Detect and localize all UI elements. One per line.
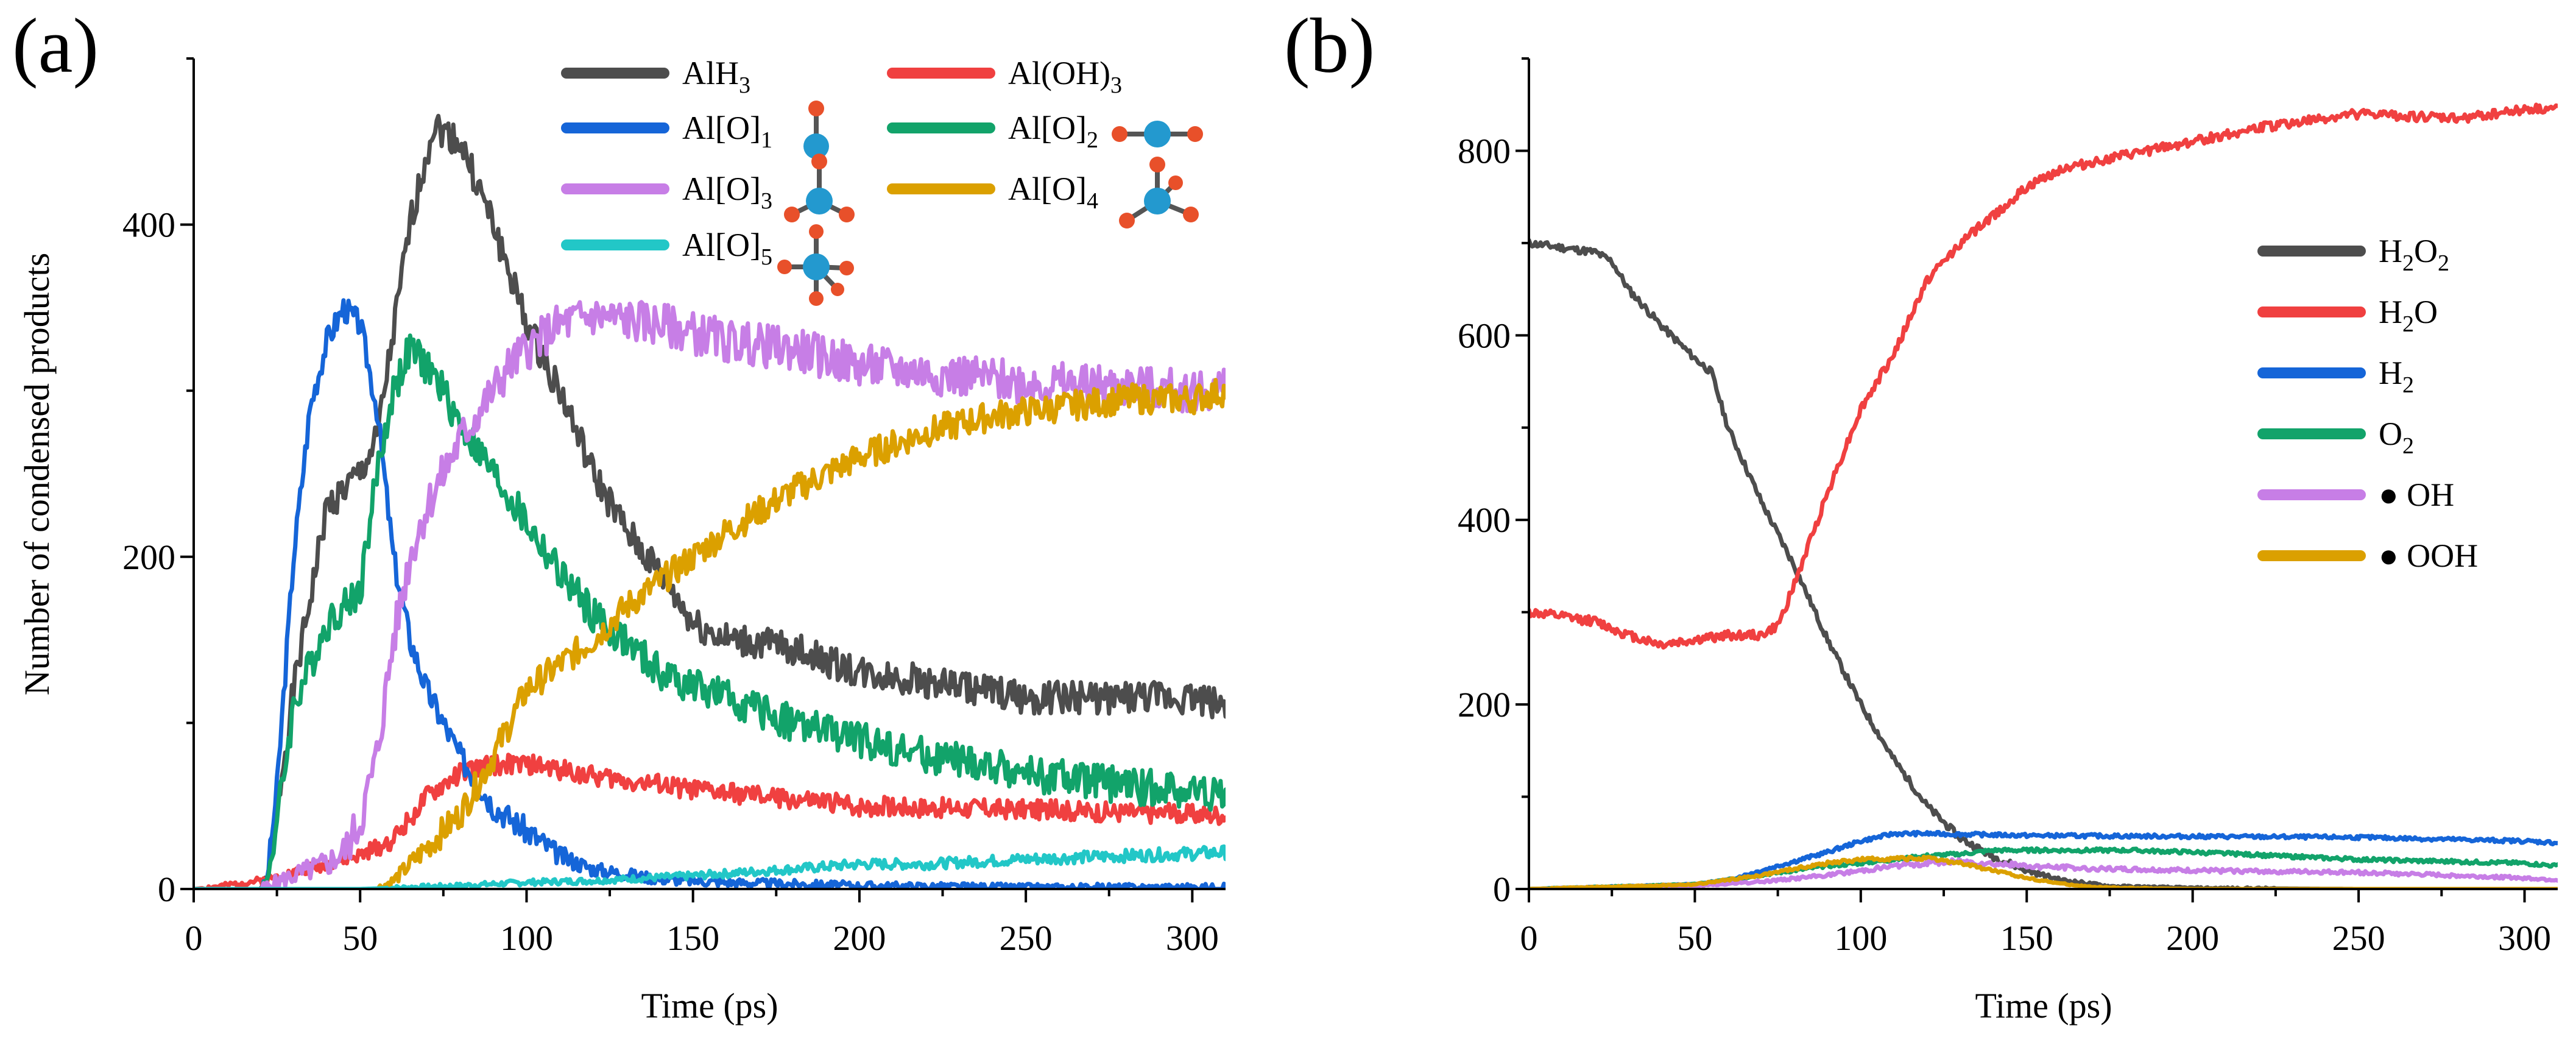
panel-b-x-ticks: 0 50 100 150 200 250 300 bbox=[1520, 889, 2551, 958]
panel-a-label: (a) bbox=[12, 2, 99, 89]
legend-label: ● OH bbox=[2379, 476, 2454, 513]
panel-b-series bbox=[1529, 102, 2558, 889]
panel-a-series-line bbox=[194, 300, 1226, 889]
x-tick-label: 150 bbox=[666, 918, 719, 958]
legend-label: O2 bbox=[2379, 416, 2414, 459]
panel-a-x-label: Time (ps) bbox=[641, 986, 778, 1026]
x-tick-label: 150 bbox=[2000, 918, 2053, 958]
molecule-al-o2-icon bbox=[1112, 121, 1203, 147]
x-tick-label: 250 bbox=[2332, 918, 2385, 958]
legend-label: AlH3 bbox=[682, 55, 750, 98]
panel-a: (a) 0 50 100 150 200 250 300 0 200 400 Time (ps)… bbox=[12, 2, 1226, 1026]
legend-label: ● OOH bbox=[2379, 537, 2478, 574]
panel-b-label: (b) bbox=[1284, 2, 1375, 89]
legend-item: Al(OH)3 bbox=[887, 55, 1122, 98]
panel-b-series-line bbox=[1529, 238, 2558, 889]
legend-item: Al[O]4 bbox=[887, 171, 1098, 214]
x-tick-label: 0 bbox=[1520, 918, 1538, 958]
legend-item: ● OH bbox=[2257, 476, 2454, 513]
molecule-al-o1-icon bbox=[803, 101, 829, 159]
legend-label: H2O2 bbox=[2379, 233, 2449, 276]
legend-label: Al(OH)3 bbox=[1008, 55, 1122, 98]
x-tick-label: 100 bbox=[500, 918, 553, 958]
panel-b-x-label: Time (ps) bbox=[1975, 986, 2112, 1026]
panel-a-y-label: Number of condensed products bbox=[17, 253, 57, 695]
x-tick-label: 300 bbox=[2498, 918, 2551, 958]
legend-item: AlH3 bbox=[561, 55, 750, 98]
panel-a-series-line bbox=[194, 298, 1226, 889]
y-tick-label: 200 bbox=[122, 537, 175, 577]
legend-item: H2 bbox=[2257, 355, 2414, 398]
legend-item: H2O bbox=[2257, 294, 2438, 337]
panel-a-x-ticks: 0 50 100 150 200 250 300 bbox=[185, 889, 1219, 958]
panel-a-series-line bbox=[194, 378, 1226, 889]
x-tick-label: 100 bbox=[1834, 918, 1887, 958]
legend-label: H2 bbox=[2379, 355, 2414, 398]
panel-a-series-line bbox=[194, 333, 1226, 889]
y-tick-label: 600 bbox=[1458, 316, 1511, 355]
y-tick-label: 800 bbox=[1458, 131, 1511, 171]
legend-item: H2O2 bbox=[2257, 233, 2449, 276]
y-tick-label: 400 bbox=[1458, 500, 1511, 540]
y-tick-label: 0 bbox=[1493, 870, 1511, 909]
molecule-al-o4-icon bbox=[1119, 157, 1199, 228]
legend-item: Al[O]5 bbox=[561, 227, 772, 270]
molecule-al-o3-icon bbox=[784, 154, 855, 222]
panel-a-y-ticks: 0 200 400 bbox=[122, 57, 194, 909]
legend-item: O2 bbox=[2257, 416, 2414, 459]
x-tick-label: 50 bbox=[342, 918, 378, 958]
legend-item: ● OOH bbox=[2257, 537, 2478, 574]
panel-a-legend: AlH3 Al(OH)3 Al[O]1 Al[O]2 Al[O]3 Al[O]4 Al[O]… bbox=[561, 55, 1122, 270]
molecule-al-o5-icon bbox=[777, 224, 854, 306]
x-tick-label: 300 bbox=[1166, 918, 1219, 958]
x-tick-label: 200 bbox=[833, 918, 886, 958]
panel-b-y-ticks: 0 200 400 600 800 bbox=[1458, 57, 1529, 909]
x-tick-label: 50 bbox=[1677, 918, 1712, 958]
legend-item: Al[O]1 bbox=[561, 110, 772, 153]
legend-item: Al[O]2 bbox=[887, 110, 1098, 153]
panel-b: (b) 0 50 100 150 200 250 300 0 200 400 600 800 Tim… bbox=[1284, 2, 2558, 1026]
legend-label: Al[O]5 bbox=[682, 227, 772, 270]
y-tick-label: 200 bbox=[1458, 685, 1511, 724]
panel-a-series bbox=[194, 113, 1226, 889]
panel-a-series-line bbox=[194, 113, 1226, 889]
panel-a-series-line bbox=[194, 753, 1226, 889]
x-tick-label: 0 bbox=[185, 918, 203, 958]
legend-item: Al[O]3 bbox=[561, 171, 772, 214]
panel-b-series-line bbox=[1529, 854, 2558, 889]
legend-label: H2O bbox=[2379, 294, 2438, 337]
legend-label: Al[O]4 bbox=[1008, 171, 1098, 214]
legend-label: Al[O]2 bbox=[1008, 110, 1098, 153]
x-tick-label: 250 bbox=[1000, 918, 1053, 958]
x-tick-label: 200 bbox=[2166, 918, 2219, 958]
legend-label: Al[O]1 bbox=[682, 110, 772, 153]
panel-b-series-line bbox=[1529, 102, 2558, 650]
y-tick-label: 0 bbox=[158, 870, 175, 909]
legend-label: Al[O]3 bbox=[682, 171, 772, 214]
y-tick-label: 400 bbox=[122, 205, 175, 245]
